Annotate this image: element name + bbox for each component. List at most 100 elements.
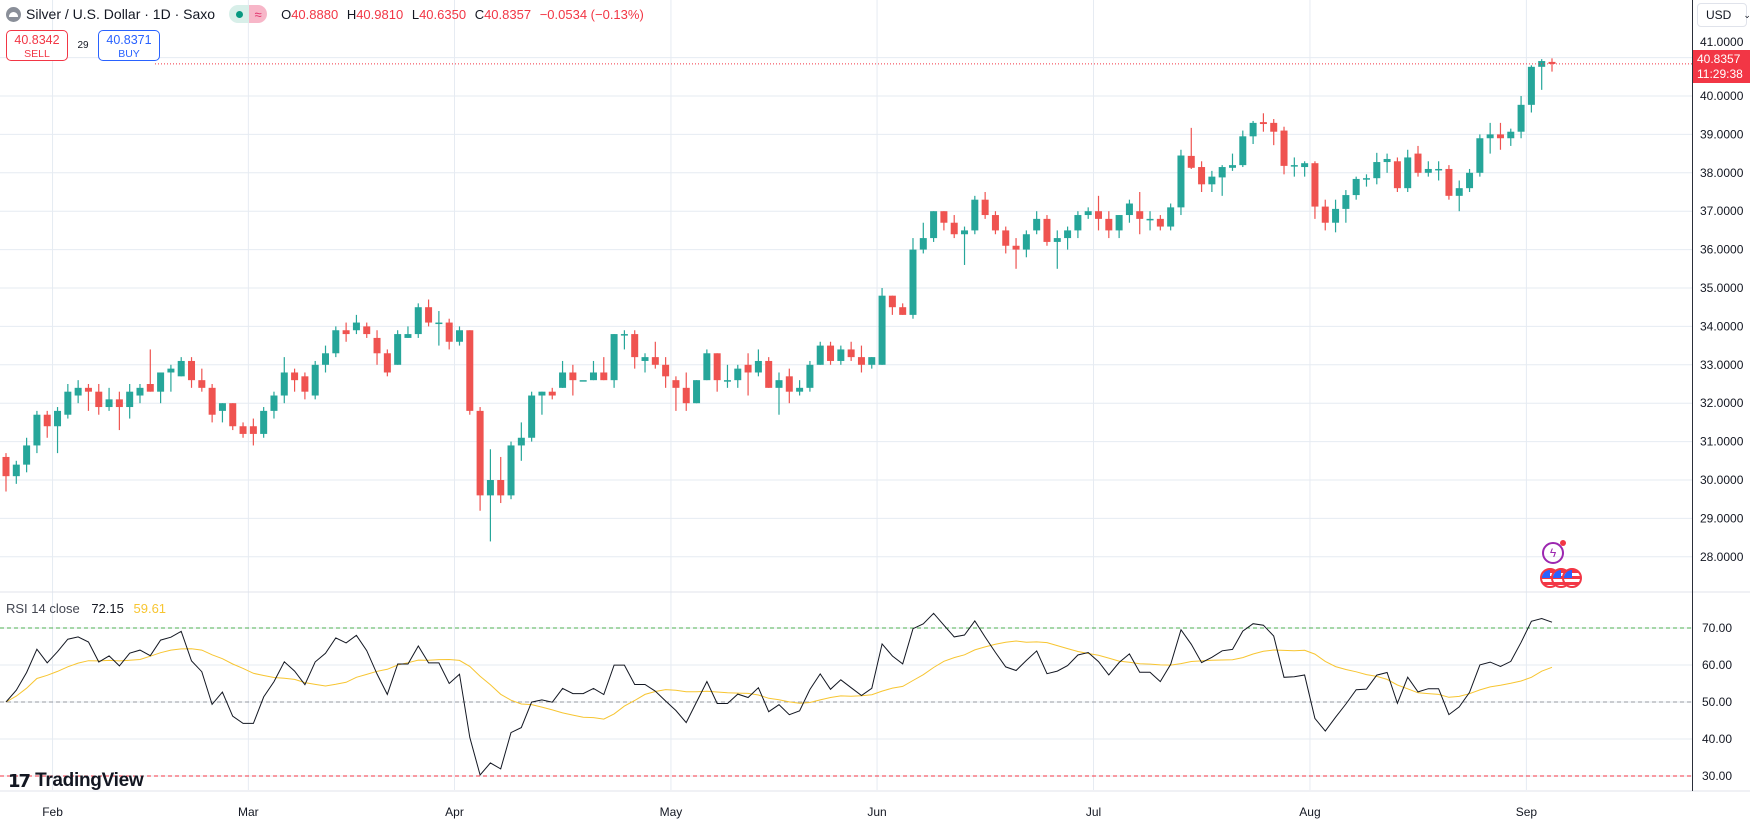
candle-down xyxy=(1321,199,1329,231)
candle-body xyxy=(146,384,154,392)
silver-symbol-icon xyxy=(6,6,21,22)
chevron-down-icon: ⌄ xyxy=(1743,9,1750,20)
candle-body xyxy=(373,337,381,354)
candle-body xyxy=(1424,168,1432,173)
candle-up xyxy=(703,349,711,381)
candle-body xyxy=(229,403,237,427)
candle-body xyxy=(43,414,51,427)
candle-up xyxy=(435,311,443,346)
candle-down xyxy=(1393,157,1401,192)
candle-up xyxy=(1476,134,1484,177)
last-price-label: 40.8357 11:29:38 xyxy=(1693,50,1750,83)
candle-up xyxy=(33,410,41,454)
candle-body xyxy=(74,387,82,396)
candle-up xyxy=(218,403,226,423)
candle-up xyxy=(1404,149,1412,192)
candle-up xyxy=(177,357,185,377)
candle-body xyxy=(1445,168,1453,196)
candle-up xyxy=(23,437,31,473)
candle-down xyxy=(146,349,154,392)
candle-body xyxy=(435,322,443,325)
candle-up xyxy=(1228,153,1236,171)
candle-body xyxy=(1321,206,1329,223)
candle-up xyxy=(961,226,969,265)
candle-body xyxy=(342,330,350,335)
candle-body xyxy=(641,357,649,361)
candle-body xyxy=(1486,134,1494,139)
candle-body xyxy=(991,215,999,231)
candle-body xyxy=(919,238,927,250)
candle-up xyxy=(1507,128,1515,146)
ohlc-values: O40.8880 H40.9810 L40.6350 C40.8357 −0.0… xyxy=(281,7,649,22)
candle-body xyxy=(177,360,185,377)
symbol-header: Silver / U.S. Dollar · 1D · Saxo ≈ O40.8… xyxy=(6,4,649,24)
candle-up xyxy=(930,211,938,242)
candle-down xyxy=(631,330,639,369)
rsi-levels xyxy=(0,627,1692,777)
price-axis-label: 35.0000 xyxy=(1700,281,1744,295)
candle-body xyxy=(497,480,505,496)
candle-body xyxy=(806,364,814,388)
candle-up xyxy=(620,330,628,350)
candle-up xyxy=(909,238,917,319)
buy-button[interactable]: 40.8371 BUY xyxy=(98,30,160,61)
rsi-line xyxy=(5,612,1553,777)
open-label: O xyxy=(281,6,292,22)
price-axis-label: 34.0000 xyxy=(1700,319,1744,333)
candle-body xyxy=(1002,230,1010,246)
sell-button[interactable]: 40.8342 SELL xyxy=(6,30,68,61)
buy-price: 40.8371 xyxy=(106,33,152,47)
candle-body xyxy=(1105,218,1113,231)
candle-body xyxy=(1496,134,1504,139)
candle-body xyxy=(23,445,31,465)
candle-down xyxy=(1105,211,1113,239)
price-axis-label: 31.0000 xyxy=(1700,435,1744,449)
rsi-name: RSI 14 close xyxy=(6,601,80,616)
candle-body xyxy=(1156,218,1164,227)
candle-body xyxy=(1084,211,1092,216)
close-label: C xyxy=(474,6,485,22)
candle-down xyxy=(1043,215,1051,246)
candle-body xyxy=(1352,178,1360,196)
tradingview-logo[interactable]: 𝟭𝟳 TradingView xyxy=(8,770,144,792)
low-label: L xyxy=(411,6,420,22)
candle-body xyxy=(961,230,969,235)
rsi-legend[interactable]: RSI 14 close 72.15 59.61 xyxy=(6,601,166,616)
candle-body xyxy=(1466,172,1474,189)
candle-body xyxy=(744,364,752,373)
candle-down xyxy=(1259,113,1267,132)
candle-down xyxy=(981,192,989,219)
us-flag-event-icon[interactable] xyxy=(1562,568,1582,588)
candle-down xyxy=(1187,127,1195,169)
earnings-event-icon[interactable]: ϟ xyxy=(1542,540,1566,564)
candle-down xyxy=(940,211,948,231)
candle-body xyxy=(981,199,989,216)
price-axis-label: 40.0000 xyxy=(1700,89,1744,103)
candle-body xyxy=(270,395,278,411)
candle-up xyxy=(1208,170,1216,192)
candle-body xyxy=(1311,163,1319,207)
currency-selector[interactable]: USD ⌄ xyxy=(1697,3,1750,27)
candle-body xyxy=(1259,122,1267,125)
candle-up xyxy=(54,407,62,454)
candle-down xyxy=(899,303,907,315)
candles xyxy=(2,58,1556,542)
candle-up xyxy=(1517,96,1525,139)
candle-down xyxy=(950,215,958,239)
candle-body xyxy=(1167,207,1175,227)
candle-body xyxy=(486,480,494,496)
candle-down xyxy=(229,403,237,431)
market-status-pill[interactable]: ≈ xyxy=(229,5,268,23)
candle-up xyxy=(1239,130,1247,168)
candle-up xyxy=(1146,211,1154,231)
symbol-title[interactable]: Silver / U.S. Dollar · 1D · Saxo xyxy=(26,6,216,22)
candle-up xyxy=(559,360,567,388)
candle-body xyxy=(662,364,670,377)
candle-up xyxy=(260,407,268,438)
candle-body xyxy=(775,380,783,388)
candle-down xyxy=(208,384,216,423)
candle-body xyxy=(1177,155,1185,208)
candle-down xyxy=(1270,119,1278,146)
candle-up xyxy=(641,353,649,373)
